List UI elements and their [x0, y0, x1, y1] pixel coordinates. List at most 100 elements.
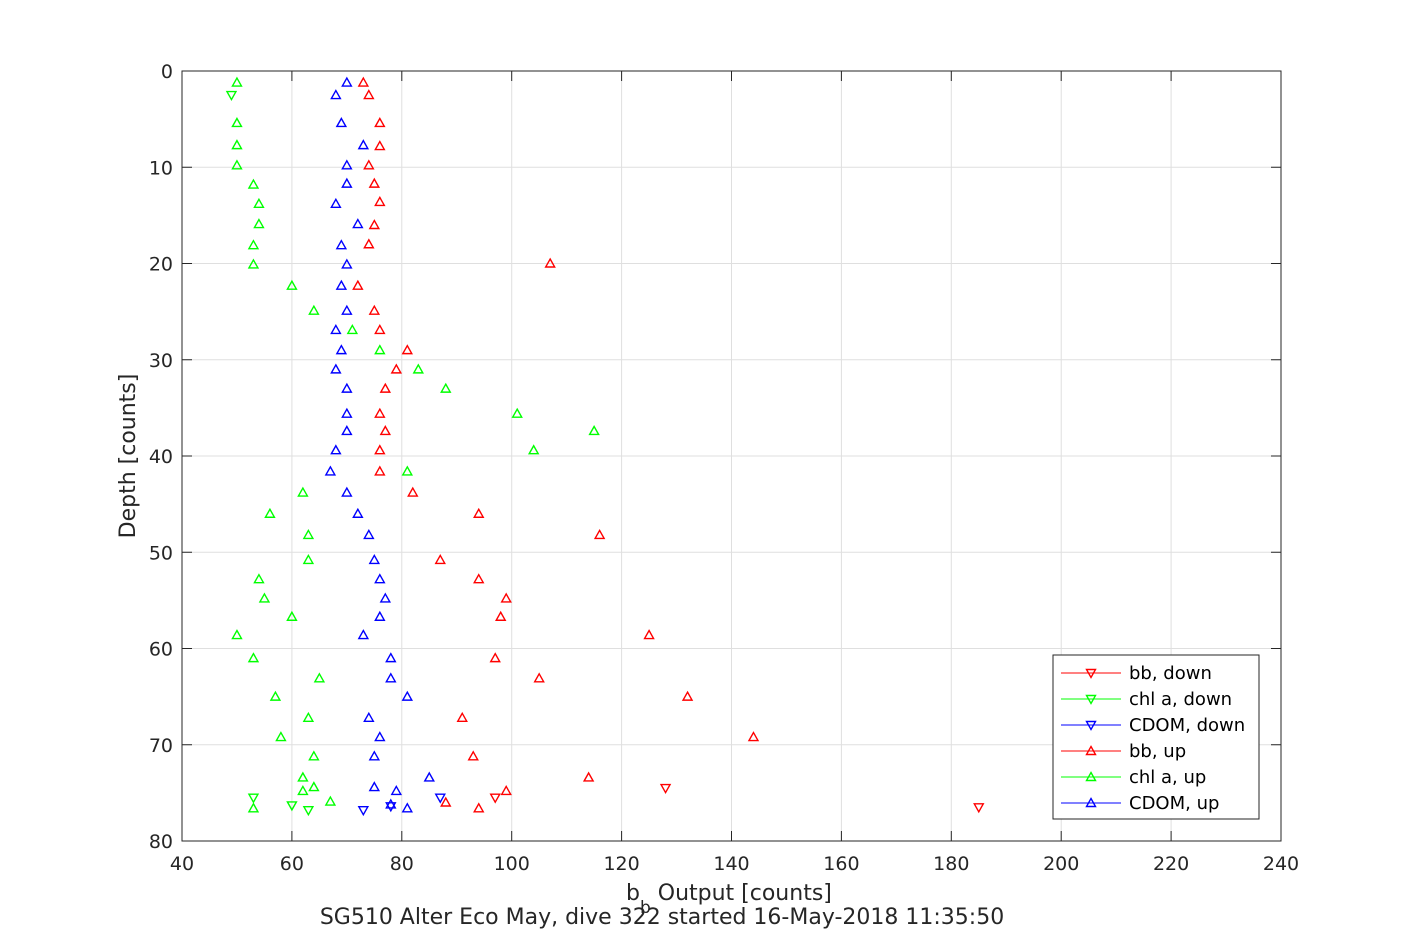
- data-point: [368, 304, 381, 315]
- data-point: [302, 806, 315, 817]
- data-point: [357, 76, 370, 87]
- data-point: [527, 444, 540, 455]
- data-point: [456, 711, 468, 722]
- data-point: [357, 806, 370, 817]
- x-tick-label: 160: [823, 853, 859, 875]
- data-point: [297, 771, 309, 782]
- x-tick-label: 140: [713, 853, 749, 875]
- legend-label: CDOM, up: [1129, 793, 1219, 814]
- data-point: [247, 652, 260, 663]
- data-point: [286, 279, 298, 290]
- data-point: [363, 711, 375, 722]
- data-point: [440, 796, 452, 807]
- legend-marker: [1085, 745, 1097, 756]
- data-point: [401, 465, 413, 476]
- data-point: [225, 90, 238, 101]
- data-point: [363, 89, 375, 100]
- data-point: [401, 344, 413, 355]
- x-tick-label: 80: [390, 853, 414, 875]
- data-point: [286, 610, 298, 621]
- data-point: [379, 425, 392, 436]
- data-point: [473, 802, 485, 813]
- data-point: [368, 219, 381, 230]
- data-point: [401, 802, 413, 813]
- data-point: [467, 750, 479, 761]
- data-point: [495, 610, 507, 621]
- data-point: [341, 177, 353, 188]
- x-axis-label: bb Output [counts]: [626, 881, 832, 918]
- data-point: [379, 592, 392, 603]
- data-point: [253, 218, 265, 229]
- data-point: [368, 781, 381, 792]
- data-point: [330, 197, 342, 209]
- data-point: [324, 795, 337, 806]
- data-point: [253, 197, 265, 209]
- legend: bb, down chl a, down CDOM, down bb, up chl a…: [1052, 654, 1260, 820]
- data-point: [434, 793, 446, 804]
- data-point: [374, 117, 386, 128]
- data-point: [374, 573, 386, 584]
- data-point: [346, 323, 359, 335]
- data-point: [385, 652, 397, 663]
- data-point: [363, 528, 375, 540]
- data-point: [357, 629, 370, 640]
- data-point: [335, 279, 348, 290]
- data-point: [341, 159, 353, 170]
- data-point: [335, 344, 348, 355]
- data-point: [440, 382, 452, 393]
- data-point: [341, 407, 353, 418]
- data-point: [341, 382, 353, 393]
- data-layer: [225, 76, 985, 817]
- x-axis-label-main: b: [626, 881, 640, 906]
- data-point: [335, 117, 348, 128]
- legend-marker: [1085, 694, 1097, 705]
- data-point: [434, 554, 446, 565]
- data-point: [253, 573, 265, 584]
- y-tick-label: 0: [161, 61, 173, 83]
- y-tick-label: 10: [149, 157, 173, 179]
- data-point: [973, 803, 985, 814]
- data-point: [231, 117, 243, 128]
- data-point: [379, 382, 392, 393]
- data-point: [500, 592, 512, 603]
- data-point: [335, 239, 348, 250]
- legend-marker: [1085, 771, 1097, 782]
- data-point: [473, 573, 485, 584]
- data-point: [489, 793, 501, 804]
- data-point: [269, 690, 282, 701]
- data-point: [511, 407, 523, 418]
- data-point: [302, 528, 315, 540]
- data-point: [330, 89, 342, 100]
- data-point: [258, 592, 271, 603]
- data-point: [341, 486, 353, 497]
- data-point: [302, 711, 315, 722]
- data-point: [363, 159, 375, 170]
- data-point: [390, 363, 403, 374]
- data-point: [247, 178, 260, 189]
- legend-label: chl a, up: [1129, 767, 1206, 788]
- data-point: [412, 363, 424, 374]
- y-tick-label: 40: [149, 446, 173, 468]
- legend-label: bb, up: [1129, 741, 1186, 762]
- y-axis-label: Depth [counts]: [116, 374, 141, 539]
- data-point: [330, 444, 342, 455]
- x-tick-label: 220: [1153, 853, 1189, 875]
- data-point: [231, 139, 243, 150]
- data-point: [308, 304, 320, 315]
- data-point: [374, 323, 386, 335]
- data-point: [385, 802, 397, 813]
- data-point: [341, 425, 353, 436]
- data-point: [357, 139, 370, 150]
- data-point: [747, 731, 760, 742]
- data-point: [374, 444, 386, 455]
- data-point: [247, 239, 260, 250]
- data-point: [231, 629, 243, 640]
- y-tick-label: 70: [149, 735, 173, 757]
- data-point: [297, 486, 309, 497]
- data-point: [308, 750, 320, 761]
- data-point: [330, 363, 342, 374]
- data-point: [374, 195, 386, 207]
- data-point: [390, 785, 403, 796]
- legend-marker: [1085, 720, 1097, 731]
